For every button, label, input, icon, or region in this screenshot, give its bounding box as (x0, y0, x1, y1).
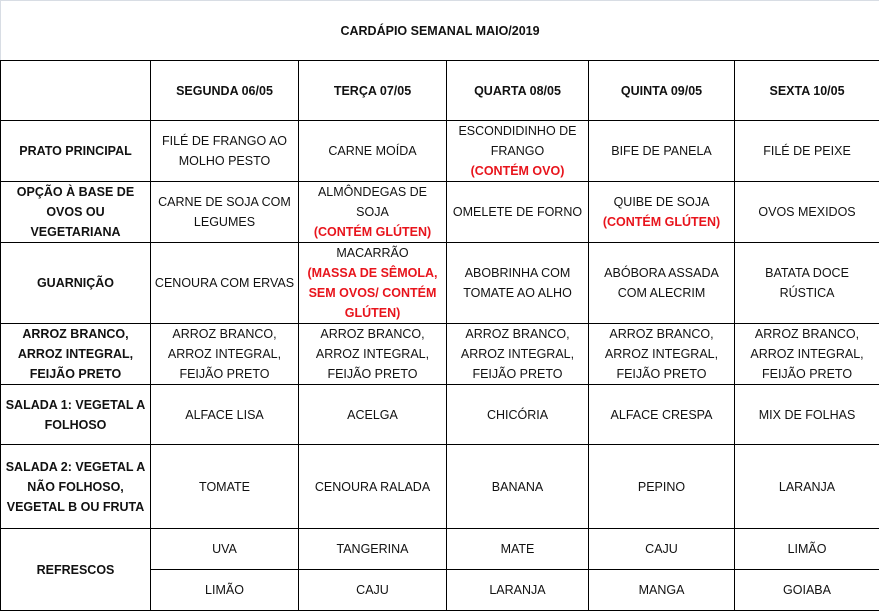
dish-text: ACELGA (302, 405, 443, 425)
dish-text: ABÓBORA ASSADA COM ALECRIM (592, 263, 731, 303)
drink-cell: MATE (447, 529, 589, 570)
menu-cell: FILÉ DE PEIXE (735, 121, 879, 182)
menu-cell: TOMATE (151, 445, 299, 529)
dish-text: QUIBE DE SOJA (592, 192, 731, 212)
dish-text: MIX DE FOLHAS (738, 405, 876, 425)
dish-text: ARROZ BRANCO, ARROZ INTEGRAL, FEIJÃO PRE… (738, 324, 876, 384)
dish-text: CARNE DE SOJA COM LEGUMES (154, 192, 295, 232)
row-label: REFRESCOS (1, 529, 151, 611)
day-header: SEXTA 10/05 (735, 61, 879, 121)
drink-cell: LIMÃO (151, 570, 299, 611)
row-label: GUARNIÇÃO (1, 243, 151, 324)
dish-text: ARROZ BRANCO, ARROZ INTEGRAL, FEIJÃO PRE… (302, 324, 443, 384)
dish-text: ESCONDIDINHO DE FRANGO (450, 121, 585, 161)
day-header: QUARTA 08/05 (447, 61, 589, 121)
dish-text: BATATA DOCE RÚSTICA (738, 263, 876, 303)
dish-text: TOMATE (154, 477, 295, 497)
dish-text: OMELETE DE FORNO (450, 202, 585, 222)
menu-cell: ESCONDIDINHO DE FRANGO(CONTÉM OVO) (447, 121, 589, 182)
row-label: OPÇÃO À BASE DE OVOS OU VEGETARIANA (1, 182, 151, 243)
menu-cell: MIX DE FOLHAS (735, 385, 879, 445)
menu-cell: OMELETE DE FORNO (447, 182, 589, 243)
drink-cell: CAJU (299, 570, 447, 611)
menu-cell: ALMÔNDEGAS DE SOJA(CONTÉM GLÚTEN) (299, 182, 447, 243)
menu-cell: CENOURA COM ERVAS (151, 243, 299, 324)
menu-cell: ARROZ BRANCO, ARROZ INTEGRAL, FEIJÃO PRE… (447, 324, 589, 385)
menu-cell: CARNE DE SOJA COM LEGUMES (151, 182, 299, 243)
dish-text: ALFACE LISA (154, 405, 295, 425)
drink-cell: GOIABA (735, 570, 879, 611)
drink-cell: MANGA (589, 570, 735, 611)
dish-text: BANANA (450, 477, 585, 497)
menu-cell: ABOBRINHA COM TOMATE AO ALHO (447, 243, 589, 324)
menu-cell: BATATA DOCE RÚSTICA (735, 243, 879, 324)
dish-text: MACARRÃO (302, 243, 443, 263)
menu-cell: FILÉ DE FRANGO AO MOLHO PESTO (151, 121, 299, 182)
menu-cell: CHICÓRIA (447, 385, 589, 445)
menu-cell: BANANA (447, 445, 589, 529)
menu-cell: CENOURA RALADA (299, 445, 447, 529)
menu-cell: ACELGA (299, 385, 447, 445)
menu-cell: ALFACE LISA (151, 385, 299, 445)
menu-cell: BIFE DE PANELA (589, 121, 735, 182)
menu-cell: LARANJA (735, 445, 879, 529)
menu-cell: OVOS MEXIDOS (735, 182, 879, 243)
corner-cell (1, 61, 151, 121)
allergen-note: (CONTÉM GLÚTEN) (592, 212, 731, 232)
allergen-note: (CONTÉM GLÚTEN) (302, 222, 443, 242)
dish-text: ALMÔNDEGAS DE SOJA (302, 182, 443, 222)
menu-title: CARDÁPIO SEMANAL MAIO/2019 (1, 1, 879, 61)
menu-cell: QUIBE DE SOJA(CONTÉM GLÚTEN) (589, 182, 735, 243)
menu-cell: ABÓBORA ASSADA COM ALECRIM (589, 243, 735, 324)
allergen-note: (CONTÉM OVO) (450, 161, 585, 181)
drink-cell: CAJU (589, 529, 735, 570)
drink-cell: LARANJA (447, 570, 589, 611)
row-label: SALADA 2: VEGETAL A NÃO FOLHOSO, VEGETAL… (1, 445, 151, 529)
dish-text: ARROZ BRANCO, ARROZ INTEGRAL, FEIJÃO PRE… (154, 324, 295, 384)
row-label: ARROZ BRANCO, ARROZ INTEGRAL, FEIJÃO PRE… (1, 324, 151, 385)
dish-text: FILÉ DE PEIXE (738, 141, 876, 161)
dish-text: LARANJA (738, 477, 876, 497)
dish-text: CENOURA RALADA (302, 477, 443, 497)
dish-text: CARNE MOÍDA (302, 141, 443, 161)
menu-cell: ARROZ BRANCO, ARROZ INTEGRAL, FEIJÃO PRE… (735, 324, 879, 385)
dish-text: ARROZ BRANCO, ARROZ INTEGRAL, FEIJÃO PRE… (450, 324, 585, 384)
dish-text: BIFE DE PANELA (592, 141, 731, 161)
drink-cell: UVA (151, 529, 299, 570)
dish-text: ALFACE CRESPA (592, 405, 731, 425)
row-label: PRATO PRINCIPAL (1, 121, 151, 182)
drink-cell: LIMÃO (735, 529, 879, 570)
allergen-note: (MASSA DE SÊMOLA, SEM OVOS/ CONTÉM GLÚTE… (302, 263, 443, 323)
menu-row: ARROZ BRANCO, ARROZ INTEGRAL, FEIJÃO PRE… (1, 324, 879, 385)
menu-cell: ARROZ BRANCO, ARROZ INTEGRAL, FEIJÃO PRE… (589, 324, 735, 385)
menu-cell: PEPINO (589, 445, 735, 529)
dish-text: PEPINO (592, 477, 731, 497)
dish-text: FILÉ DE FRANGO AO MOLHO PESTO (154, 131, 295, 171)
menu-cell: ARROZ BRANCO, ARROZ INTEGRAL, FEIJÃO PRE… (151, 324, 299, 385)
row-label: SALADA 1: VEGETAL A FOLHOSO (1, 385, 151, 445)
dish-text: ABOBRINHA COM TOMATE AO ALHO (450, 263, 585, 303)
menu-cell: ALFACE CRESPA (589, 385, 735, 445)
day-header: QUINTA 09/05 (589, 61, 735, 121)
day-header: TERÇA 07/05 (299, 61, 447, 121)
menu-cell: ARROZ BRANCO, ARROZ INTEGRAL, FEIJÃO PRE… (299, 324, 447, 385)
day-header: SEGUNDA 06/05 (151, 61, 299, 121)
menu-cell: CARNE MOÍDA (299, 121, 447, 182)
dish-text: ARROZ BRANCO, ARROZ INTEGRAL, FEIJÃO PRE… (592, 324, 731, 384)
menu-row: SALADA 2: VEGETAL A NÃO FOLHOSO, VEGETAL… (1, 445, 879, 529)
drink-cell: TANGERINA (299, 529, 447, 570)
dish-text: CENOURA COM ERVAS (154, 273, 295, 293)
dish-text: CHICÓRIA (450, 405, 585, 425)
dish-text: OVOS MEXIDOS (738, 202, 876, 222)
menu-cell: MACARRÃO(MASSA DE SÊMOLA, SEM OVOS/ CONT… (299, 243, 447, 324)
